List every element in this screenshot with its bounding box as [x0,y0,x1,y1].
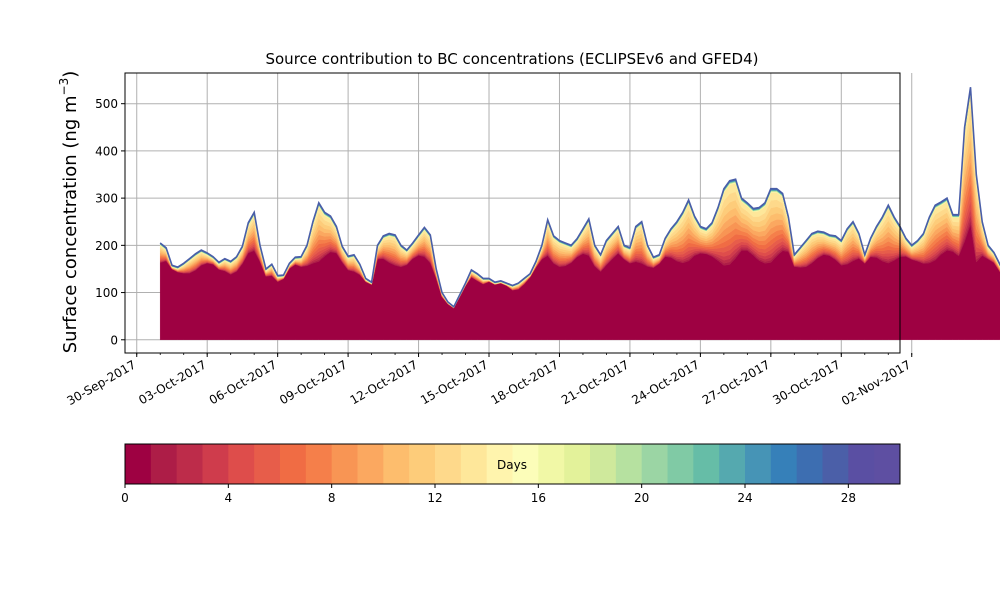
colorbar-bin [667,444,694,484]
x-tick-label: 27-Oct-2017 [700,357,772,407]
colorbar-tick-label: 16 [531,491,546,505]
x-axis-ticks: 30-Sep-201703-Oct-201706-Oct-201709-Oct-… [64,353,913,408]
colorbar-bin [770,444,798,484]
y-tick-label: 0 [110,333,118,347]
y-axis-label: Surface concentration (ng m−3) [57,71,81,354]
x-tick-label: 30-Sep-2017 [64,357,138,408]
colorbar-bins [125,444,901,484]
colorbar-tick-label: 20 [634,491,649,505]
x-tick-label: 30-Oct-2017 [770,357,842,407]
y-tick-label: 500 [95,97,118,111]
colorbar-bin [254,444,281,484]
colorbar-bin [357,444,384,484]
total-line [159,87,1000,308]
colorbar-bin [719,444,746,484]
y-tick-label: 400 [95,144,118,158]
colorbar-bin [280,444,307,484]
x-tick-label: 18-Oct-2017 [489,357,561,407]
colorbar-ticks: 0 4 8 12 16 20 24 28 [121,484,856,505]
y-tick-label: 200 [95,239,118,253]
y-tick-label: 100 [95,286,118,300]
colorbar-bin [409,444,436,484]
colorbar-label: Days [497,458,527,472]
colorbar-frame [124,443,901,485]
x-tick-label: 03-Oct-2017 [136,357,208,407]
x-tick-label: 02-Nov-2017 [839,357,913,408]
colorbar-bin [486,444,513,484]
colorbar-tick-label: 8 [328,491,336,505]
colorbar-bin [460,444,488,484]
colorbar-bin [228,444,255,484]
colorbar-bin [435,444,462,484]
colorbar-bin [564,444,591,484]
colorbar-bin [641,444,668,484]
colorbar-bin [822,444,849,484]
x-tick-label: 09-Oct-2017 [277,357,349,407]
colorbar-bin [383,444,410,484]
x-tick-label: 12-Oct-2017 [348,357,420,407]
colorbar-bin [331,444,358,484]
x-tick-label: 06-Oct-2017 [207,357,279,407]
chart-title: Source contribution to BC concentrations… [265,50,758,68]
colorbar-bin [874,444,901,484]
colorbar-tick-label: 0 [121,491,129,505]
colorbar-bin [590,444,617,484]
colorbar-bin [615,444,643,484]
colorbar-bin [693,444,720,484]
y-tick-label: 300 [95,192,118,206]
colorbar-bin [848,444,875,484]
colorbar-tick-label: 4 [225,491,233,505]
colorbar-bin [176,444,203,484]
x-tick-label: 24-Oct-2017 [629,357,701,407]
colorbar-bin [796,444,823,484]
colorbar-bin [125,444,152,484]
x-tick-label: 21-Oct-2017 [559,357,631,407]
colorbar-bin [512,444,539,484]
colorbar-tick-label: 12 [427,491,442,505]
colorbar-bin [150,444,178,484]
colorbar-bin [202,444,229,484]
colorbar-bin [745,444,772,484]
y-axis-ticks: 0 100 200 300 400 500 [95,97,125,347]
colorbar: Days 0 4 8 12 16 20 24 28 [121,443,901,505]
colorbar-tick-label: 24 [737,491,752,505]
colorbar-bin [538,444,565,484]
x-tick-label: 15-Oct-2017 [418,357,490,407]
colorbar-tick-label: 28 [841,491,856,505]
stacked-area-plot [159,87,1000,340]
colorbar-bin [305,444,333,484]
